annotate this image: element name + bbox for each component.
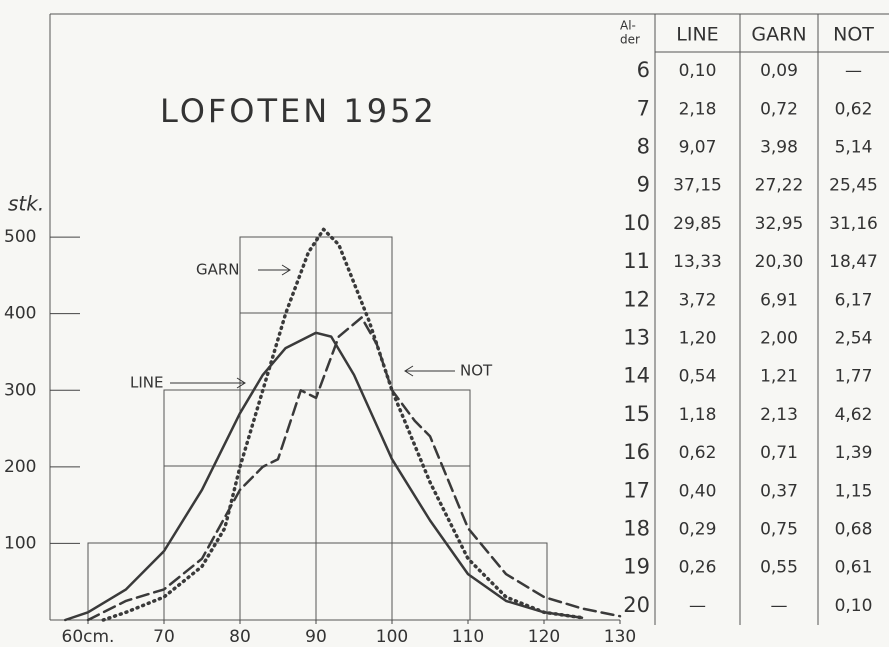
- cell: 0,62: [835, 99, 873, 119]
- x-tick-label: 100: [376, 627, 408, 647]
- y-tick-label: 300: [4, 380, 36, 400]
- cell: —: [845, 61, 862, 81]
- guide-boxes: [87, 236, 548, 621]
- x-tick-label: 90: [305, 627, 327, 647]
- table-corner: Al-: [620, 19, 636, 33]
- y-tick-label: 400: [4, 304, 36, 324]
- row-age: 6: [637, 58, 650, 82]
- x-tick-label: 60cm.: [62, 627, 115, 647]
- x-tick-label: 120: [528, 627, 560, 647]
- cell: 6,91: [760, 290, 798, 310]
- cell: 32,95: [755, 214, 804, 234]
- cell: 0,75: [760, 520, 798, 540]
- cell: 1,21: [760, 367, 798, 387]
- row-age: 12: [623, 287, 650, 311]
- cell: 27,22: [755, 176, 804, 196]
- cell: 4,62: [835, 405, 873, 425]
- x-tick-label: 70: [153, 627, 175, 647]
- cell: 1,15: [835, 481, 873, 501]
- row-age: 11: [623, 249, 650, 273]
- cell: —: [689, 596, 706, 616]
- cell: 9,07: [679, 138, 717, 158]
- cell: 1,39: [835, 443, 873, 463]
- row-age: 13: [623, 326, 650, 350]
- column-header: NOT: [833, 24, 874, 46]
- cell: 0,54: [679, 367, 717, 387]
- cell: 0,40: [679, 481, 717, 501]
- annotation: LINE: [130, 374, 163, 392]
- arrow: [258, 264, 291, 276]
- annotation: NOT: [460, 362, 493, 380]
- cell: 37,15: [673, 176, 722, 196]
- column-header: GARN: [751, 24, 806, 46]
- cell: 0,72: [760, 99, 798, 119]
- y-axis-label: stk.: [8, 192, 44, 216]
- row-age: 19: [623, 555, 650, 579]
- cell: 3,98: [760, 138, 798, 158]
- cell: 2,54: [835, 329, 873, 349]
- cell: 0,29: [679, 520, 717, 540]
- column-header: LINE: [676, 24, 718, 46]
- cell: 3,72: [679, 290, 717, 310]
- cell: 5,14: [835, 138, 873, 158]
- x-tick-label: 110: [452, 627, 484, 647]
- row-age: 20: [623, 593, 650, 617]
- row-age: 16: [623, 440, 650, 464]
- row-age: 17: [623, 478, 650, 502]
- cell: 0,26: [679, 558, 717, 578]
- row-age: 7: [637, 96, 650, 120]
- x-tick-label: 130: [604, 627, 636, 647]
- arrow: [404, 365, 455, 377]
- cell: 20,30: [755, 252, 804, 272]
- cell: 0,68: [835, 520, 873, 540]
- cell: 1,20: [679, 329, 717, 349]
- chart-title: LOFOTEN 1952: [160, 92, 437, 130]
- series-line: [86, 316, 622, 622]
- cell: 0,10: [835, 596, 873, 616]
- cell: 0,10: [679, 61, 717, 81]
- cell: 0,61: [835, 558, 873, 578]
- cell: 13,33: [673, 252, 722, 272]
- row-age: 14: [623, 364, 650, 388]
- cell: 0,37: [760, 481, 798, 501]
- series-line: [63, 331, 584, 622]
- cell: 31,16: [829, 214, 878, 234]
- row-age: 8: [637, 135, 650, 159]
- row-age: 18: [623, 517, 650, 541]
- cell: 0,71: [760, 443, 798, 463]
- plot: 100 200 300 400 500 60cm. 70 80 90 100 110 120 130: [4, 227, 636, 647]
- cell: 29,85: [673, 214, 722, 234]
- arrow: [170, 377, 246, 389]
- cell: 2,00: [760, 329, 798, 349]
- row-age: 10: [623, 211, 650, 235]
- series-line: [101, 227, 584, 622]
- x-tick-label: 80: [229, 627, 251, 647]
- guide-box: [163, 389, 471, 621]
- cell: 18,47: [829, 252, 878, 272]
- cell: 0,09: [760, 61, 798, 81]
- cell: 1,77: [835, 367, 873, 387]
- cell: 1,18: [679, 405, 717, 425]
- table-corner: der: [620, 33, 640, 47]
- row-age: 15: [623, 402, 650, 426]
- cell: 6,17: [835, 290, 873, 310]
- cell: 0,62: [679, 443, 717, 463]
- cell: —: [771, 596, 788, 616]
- table: Al-der LINE GARN NOT 6 0,10 0,09 — 7 2,18 0,72 0,62…: [620, 14, 889, 625]
- annotation: GARN: [196, 261, 240, 279]
- cell: 2,13: [760, 405, 798, 425]
- y-tick-label: 200: [4, 457, 36, 477]
- row-age: 9: [637, 173, 650, 197]
- cell: 0,55: [760, 558, 798, 578]
- cell: 2,18: [679, 99, 717, 119]
- cell: 25,45: [829, 176, 878, 196]
- y-tick-label: 100: [4, 533, 36, 553]
- y-tick-label: 500: [4, 227, 36, 247]
